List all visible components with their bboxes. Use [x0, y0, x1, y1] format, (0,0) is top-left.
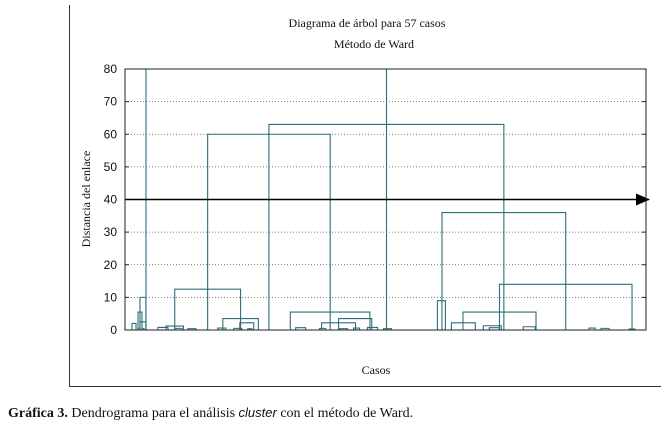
- dendrogram-link: [239, 322, 255, 330]
- chart-title: Diagrama de árbol para 57 casos: [289, 16, 446, 30]
- dendrogram-link: [366, 326, 379, 330]
- y-tick-label: 70: [104, 95, 118, 109]
- chart-subtitle: Método de Ward: [334, 37, 414, 51]
- dendrogram-link: [187, 328, 197, 330]
- dendrogram-link: [488, 327, 500, 330]
- y-tick-label: 40: [104, 193, 118, 207]
- dendrogram-link: [137, 327, 141, 330]
- dendrogram-link: [207, 133, 331, 330]
- dendrogram-link: [321, 322, 357, 330]
- figure-caption: Gráfica 3. Dendrograma para el análisis …: [8, 405, 413, 422]
- cut-line: [125, 193, 650, 206]
- caption-text-before: Dendrograma para el análisis: [67, 406, 239, 421]
- dendrogram-link: [450, 322, 476, 330]
- dendrogram-link: [217, 327, 227, 330]
- dendrogram-link: [482, 325, 502, 330]
- dendrogram-link: [462, 311, 537, 330]
- dendrogram-chart: Diagrama de árbol para 57 casos Método d…: [79, 16, 650, 377]
- dendrogram-link: [139, 296, 147, 330]
- caption-lead: Gráfica 3.: [8, 406, 68, 421]
- dendrogram-link: [600, 327, 610, 330]
- dendrogram-link: [139, 321, 147, 330]
- y-tick-label: 50: [104, 160, 118, 174]
- caption-text-after: con el método de Ward.: [276, 406, 414, 421]
- dendrogram-link: [382, 328, 393, 330]
- dendrogram-link: [137, 311, 143, 330]
- y-tick-labels: 0 10 20 30 40 50 60 70 80: [104, 62, 118, 337]
- dendrogram-link: [268, 123, 505, 330]
- dendrogram-link: [175, 327, 183, 330]
- dendrogram-link: [141, 327, 145, 330]
- dendrogram-link: [247, 328, 253, 330]
- dendrogram-link: [319, 327, 327, 330]
- y-tick-label: 80: [104, 62, 118, 76]
- dendrogram-link: [339, 328, 349, 330]
- y-tick-label: 30: [104, 225, 118, 239]
- dendrogram-link: [295, 327, 307, 330]
- dendrogram-link: [441, 212, 567, 330]
- y-tick-label: 20: [104, 258, 118, 272]
- x-axis-label: Casos: [362, 363, 391, 377]
- y-axis-label: Distancia del enlace: [79, 151, 93, 248]
- dendrogram-link: [233, 327, 243, 330]
- dendrogram-link: [588, 327, 596, 330]
- y-tick-label: 0: [110, 323, 117, 337]
- figure-frame: Diagrama de árbol para 57 casos Método d…: [69, 5, 661, 387]
- dendrogram-link: [436, 300, 446, 330]
- y-tick-label: 60: [104, 127, 118, 141]
- dendrogram-link: [498, 283, 633, 330]
- plot-area: [124, 68, 647, 331]
- dendrogram-link: [522, 326, 536, 330]
- dendrogram-link: [289, 311, 371, 330]
- dendrogram-link: [157, 326, 169, 330]
- dendrogram-link: [338, 318, 373, 330]
- dendrogram-link: [165, 325, 185, 330]
- dendrogram-link: [174, 288, 242, 330]
- caption-term: cluster: [238, 405, 277, 420]
- y-tick-label: 10: [104, 290, 118, 304]
- dendrogram-link: [353, 327, 361, 330]
- dendrogram-link: [131, 322, 137, 330]
- dendrogram-link: [222, 318, 259, 330]
- cut-line-arrowhead: [636, 193, 650, 206]
